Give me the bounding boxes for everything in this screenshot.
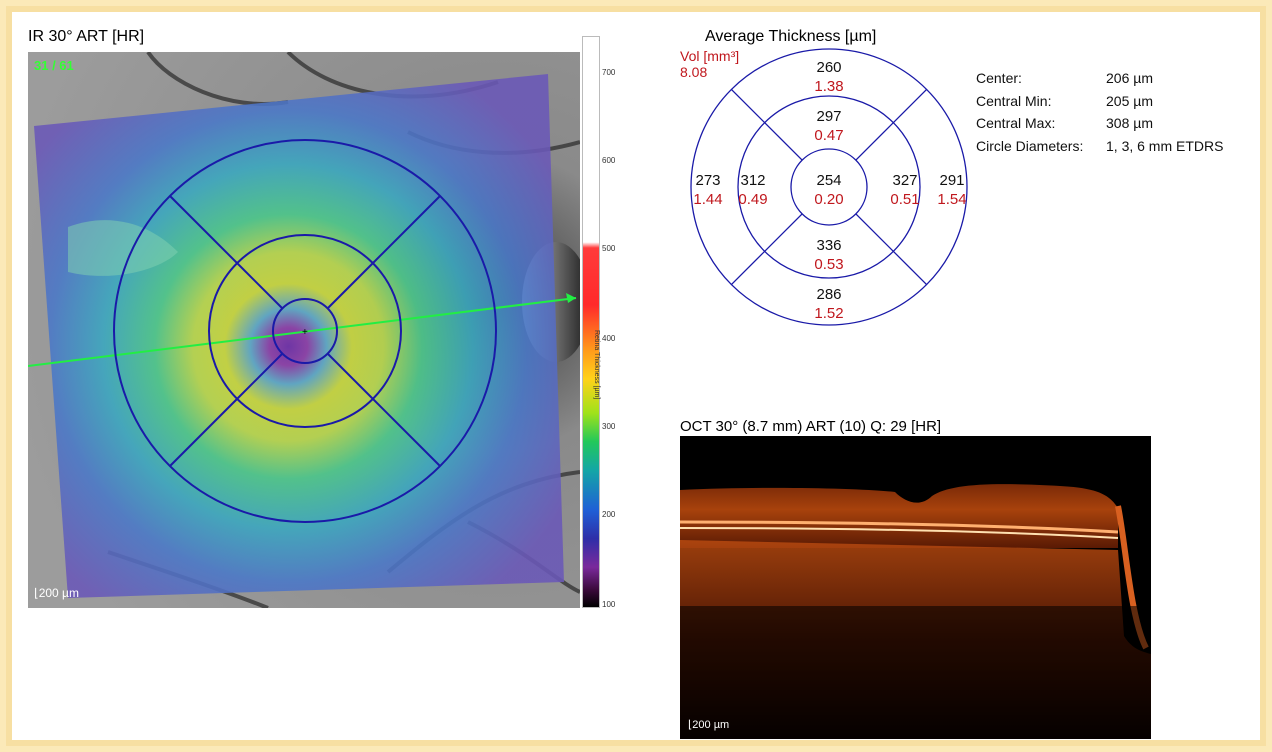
stat-label: Central Min: — [976, 92, 1052, 109]
oct-bscan-svg — [680, 436, 1151, 739]
oct-scale-bar: ⌊200 µm — [688, 719, 730, 731]
stat-value: 206 µm — [1106, 70, 1153, 86]
scan-line — [28, 297, 577, 367]
ellipsoid-zone — [680, 527, 1119, 539]
total-volume: 8.08 — [680, 64, 708, 80]
volume-value: 1.44 — [693, 191, 723, 208]
stat-label: Center: — [976, 70, 1022, 86]
volume-value: 1.54 — [937, 191, 967, 208]
colorbar-tick: 600 — [602, 156, 616, 165]
stat-circle-diameters: Circle Diameters: 1, 3, 6 mm ETDRS — [976, 138, 1223, 161]
colorbar-tick: 300 — [602, 422, 616, 431]
etdrs-grid-svg — [690, 48, 968, 326]
volume-label: Vol [mm³] 8.08 — [680, 48, 739, 80]
fundus-thickness-map[interactable]: + — [28, 52, 580, 608]
volume-value: 1.38 — [814, 78, 844, 95]
thickness-value: 273 — [695, 172, 721, 189]
thickness-value: 286 — [816, 286, 842, 303]
volume-value: 0.47 — [814, 127, 844, 144]
sector-outer-temporal: 273 1.44 — [678, 171, 738, 209]
ir-scale-label: 200 µm — [38, 586, 79, 600]
sector-inner-inferior: 336 0.53 — [799, 236, 859, 274]
sector-inner-superior: 297 0.47 — [799, 107, 859, 145]
stat-center: Center: 206 µm — [976, 70, 1223, 93]
volume-value: 0.20 — [814, 191, 844, 208]
scan-arrow-icon — [566, 293, 576, 303]
thickness-value: 327 — [892, 172, 918, 189]
thickness-value: 297 — [816, 108, 842, 125]
colorbar-title: Retina Thickness [µm] — [593, 330, 600, 400]
oct-panel-title: OCT 30° (8.7 mm) ART (10) Q: 29 [HR] — [680, 418, 942, 435]
stat-label: Central Max: — [976, 115, 1056, 131]
thickness-value: 336 — [816, 237, 842, 254]
ir-scale-bar: ⌊200 µm — [34, 586, 79, 600]
thickness-value: 312 — [740, 172, 766, 189]
etdrs-grid: 260 1.38 297 0.47 254 0.20 336 0.53 286 1.52 … — [676, 40, 986, 345]
stat-value: 1, 3, 6 mm ETDRS — [1106, 137, 1224, 154]
etdrs-title: Average Thickness [µm] — [705, 28, 877, 45]
colorbar-tick: 500 — [602, 244, 616, 253]
etdrs-grid-overlay — [113, 139, 497, 523]
fundus-map-svg: + — [28, 52, 580, 608]
colorbar-tick: 700 — [602, 68, 616, 77]
stat-label: Circle Diameters: — [976, 137, 1084, 154]
volume-value: 1.52 — [814, 305, 844, 322]
sector-outer-inferior: 286 1.52 — [799, 285, 859, 323]
frame-counter: 31 / 61 — [34, 58, 74, 73]
sector-inner-temporal: 312 0.49 — [723, 171, 783, 209]
volume-value: 0.51 — [890, 191, 920, 208]
rpe-band — [680, 520, 1119, 534]
stat-central-min: Central Min: 205 µm — [976, 93, 1223, 116]
thickness-value: 260 — [816, 59, 842, 76]
sector-outer-nasal: 291 1.54 — [922, 171, 982, 209]
stat-central-max: Central Max: 308 µm — [976, 115, 1223, 138]
sector-outer-superior: 260 1.38 — [799, 58, 859, 96]
sector-center: 254 0.20 — [799, 171, 859, 209]
center-marker: + — [302, 327, 308, 338]
stat-value: 205 µm — [1106, 92, 1153, 109]
oct-deep-shadow — [680, 606, 1151, 739]
colorbar-tick: 200 — [602, 510, 616, 519]
thickness-colorbar — [582, 36, 600, 608]
sector-inner-nasal: 327 0.51 — [875, 171, 935, 209]
oct-bscan[interactable] — [680, 436, 1151, 739]
oct-scale-label: 200 µm — [692, 719, 730, 731]
thickness-patch — [68, 220, 178, 276]
thickness-value: 291 — [939, 172, 965, 189]
volume-unit-label: Vol [mm³] — [680, 48, 740, 64]
colorbar-tick: 400 — [602, 334, 616, 343]
stat-value: 308 µm — [1106, 115, 1153, 131]
ir-panel-title: IR 30° ART [HR] — [28, 28, 145, 45]
thickness-value: 254 — [816, 172, 842, 189]
thickness-stats: Center: 206 µm Central Min: 205 µm Central… — [976, 70, 1223, 160]
colorbar-tick: 100 — [602, 600, 616, 609]
volume-value: 0.49 — [738, 191, 768, 208]
volume-value: 0.53 — [814, 256, 844, 273]
